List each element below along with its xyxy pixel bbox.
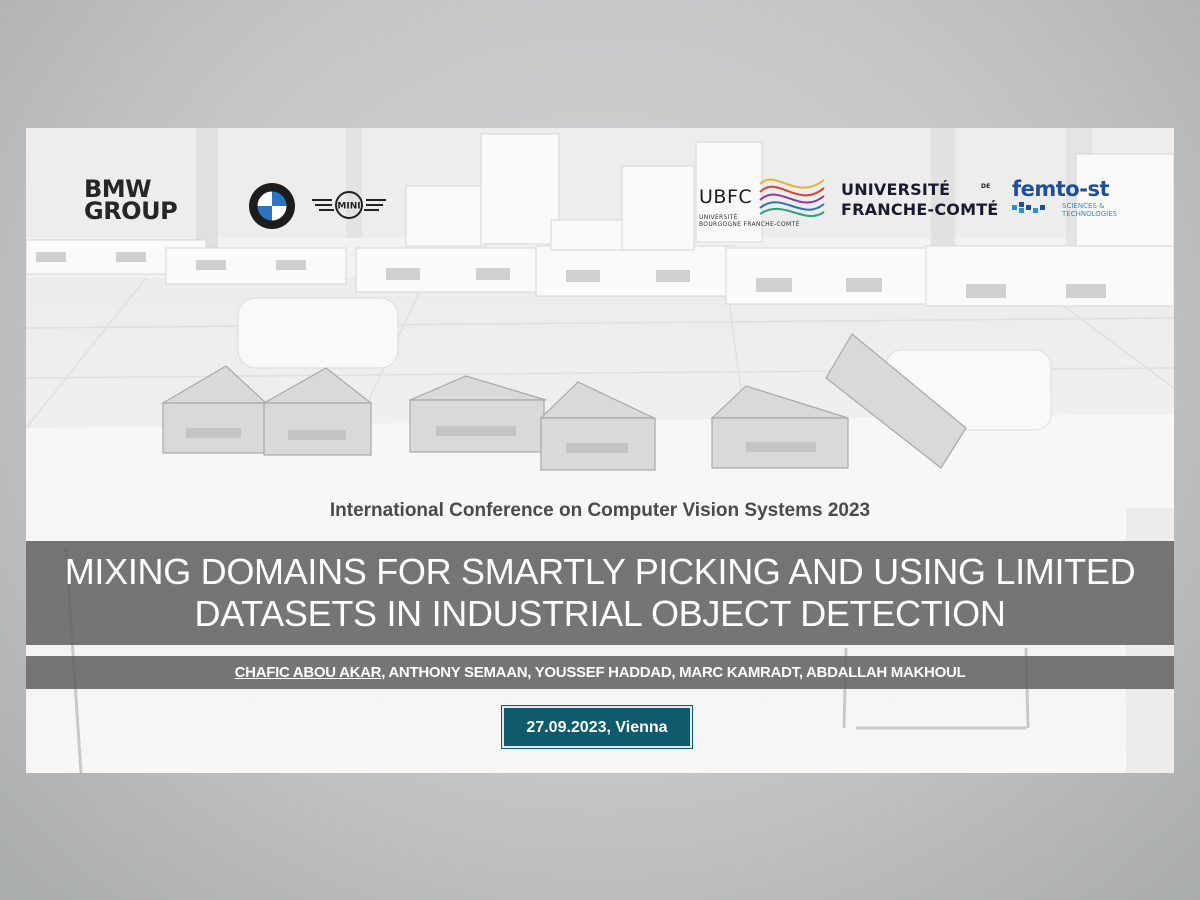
ufc-line-1: UNIVERSITÉ bbox=[841, 180, 951, 199]
authors-band: CHAFIC ABOU AKAR, ANTHONY SEMAAN, YOUSSE… bbox=[26, 656, 1174, 689]
conference-name: International Conference on Computer Vis… bbox=[329, 500, 871, 521]
bmw-group-line-2: GROUP bbox=[84, 197, 178, 225]
mini-logo-label: MINI bbox=[337, 202, 360, 212]
title-band: MIXING DOMAINS FOR SMARTLY PICKING AND U… bbox=[26, 541, 1174, 645]
paper-title: MIXING DOMAINS FOR SMARTLY PICKING AND U… bbox=[26, 551, 1174, 635]
lead-author: CHAFIC ABOU AKAR bbox=[234, 664, 382, 681]
bmw-group-logo: BMW GROUP bbox=[84, 175, 178, 225]
paper-title-line-2: DATASETS IN INDUSTRIAL OBJECT DETECTION bbox=[194, 593, 1006, 634]
ufc-de-label: DE bbox=[981, 183, 991, 190]
femto-sub-line-1: SCIENCES & bbox=[1062, 202, 1105, 210]
universite-franche-comte-logo: UNIVERSITÉ FRANCHE-COMTÉ DE bbox=[841, 180, 998, 220]
ubfc-wave-icon bbox=[759, 178, 825, 218]
mini-logo-icon: MINI bbox=[312, 191, 386, 219]
ufc-line-2: FRANCHE-COMTÉ bbox=[841, 200, 999, 219]
title-slide: BMW GROUP MINI UBFC UNIVERSITÉ bbox=[26, 128, 1174, 773]
paper-title-line-1: MIXING DOMAINS FOR SMARTLY PICKING AND U… bbox=[64, 551, 1136, 592]
date-location-badge: 27.09.2023, Vienna bbox=[502, 706, 692, 748]
co-authors: , ANTHONY SEMAAN, YOUSSEF HADDAD, MARC K… bbox=[381, 664, 966, 681]
ubfc-sub-line-2: BOURGOGNE FRANCHE-COMTÉ bbox=[699, 221, 800, 228]
bmw-group-line-1: BMW bbox=[84, 175, 152, 203]
bmw-roundel-icon bbox=[249, 183, 295, 229]
date-location-text: 27.09.2023, Vienna bbox=[526, 719, 668, 736]
femto-st-logo: femto-st SCIENCES & TECHNOLOGIES bbox=[1012, 177, 1117, 218]
femto-st-name: femto-st bbox=[1012, 177, 1109, 201]
femto-dots-icon bbox=[1012, 202, 1045, 213]
femto-st-subtitle: SCIENCES & TECHNOLOGIES bbox=[1062, 202, 1117, 218]
author-list: CHAFIC ABOU AKAR, ANTHONY SEMAAN, YOUSSE… bbox=[26, 664, 1174, 681]
femto-sub-line-2: TECHNOLOGIES bbox=[1062, 210, 1118, 218]
ubfc-sub-line-1: UNIVERSITÉ bbox=[699, 214, 738, 221]
ubfc-logo-name: UBFC bbox=[699, 186, 753, 208]
ubfc-logo-subtitle: UNIVERSITÉ BOURGOGNE FRANCHE-COMTÉ bbox=[699, 214, 800, 228]
